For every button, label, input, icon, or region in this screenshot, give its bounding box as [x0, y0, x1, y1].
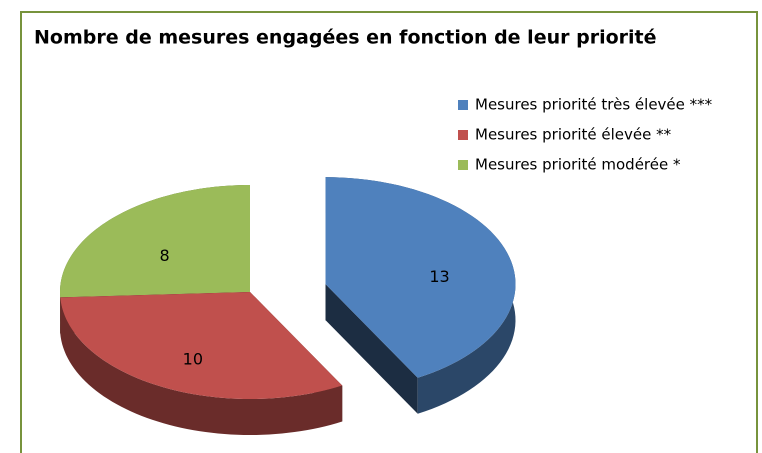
legend-swatch	[458, 130, 468, 140]
legend-label: Mesures priorité très élevée ***	[475, 96, 713, 114]
slice-top	[60, 185, 250, 298]
legend-swatch	[458, 100, 468, 110]
legend-swatch	[458, 160, 468, 170]
legend-label: Mesures priorité modérée *	[475, 156, 681, 174]
slice-side	[325, 284, 418, 414]
legend-label: Mesures priorité élevée **	[475, 126, 672, 144]
slice-wall	[60, 297, 343, 435]
slice-top	[60, 292, 343, 399]
data-label: 10	[183, 350, 203, 369]
slice-top	[325, 177, 516, 378]
data-label: 8	[160, 246, 170, 265]
pie-slice	[325, 177, 516, 414]
pie-slice	[60, 292, 343, 435]
data-label: 13	[429, 267, 449, 286]
chart-title: Nombre de mesures engagées en fonction d…	[34, 27, 656, 49]
